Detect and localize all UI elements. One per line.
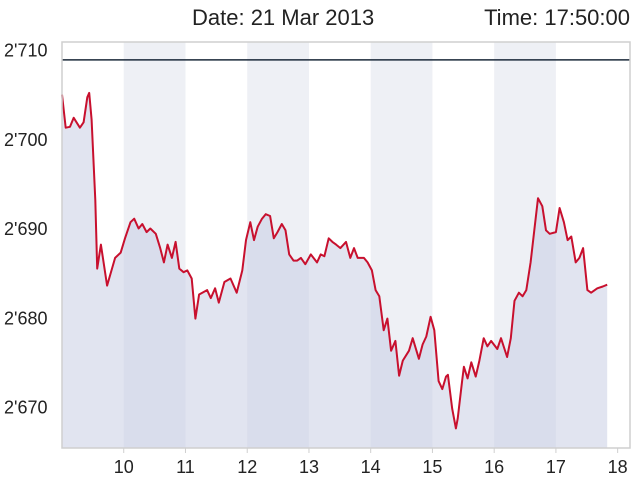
y-tick-label: 2'690 (4, 219, 47, 239)
x-tick-label: 18 (608, 457, 628, 477)
plot-frame (61, 41, 631, 449)
y-tick-label: 2'670 (4, 397, 47, 417)
x-tick-label: 17 (546, 457, 566, 477)
x-tick-label: 11 (176, 457, 195, 477)
x-tick-label: 15 (422, 457, 442, 477)
x-tick-label: 12 (237, 457, 257, 477)
y-tick-label: 2'700 (4, 130, 47, 150)
x-tick-label: 16 (484, 457, 504, 477)
price-line (61, 91, 608, 430)
x-tick-label: 10 (114, 457, 134, 477)
y-tick-label: 2'680 (4, 308, 47, 328)
x-tick-label: 13 (299, 457, 319, 477)
x-tick-label: 14 (361, 457, 381, 477)
y-tick-label: 2'710 (4, 41, 47, 61)
area (62, 92, 608, 449)
time-label: Time: 17:50:00 (484, 5, 630, 30)
date-label: Date: 21 Mar 2013 (192, 5, 374, 30)
